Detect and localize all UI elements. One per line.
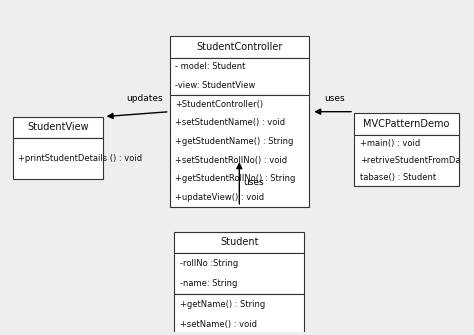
Text: uses: uses — [243, 178, 264, 187]
Bar — [170, 36, 309, 58]
Text: +getStudentRollNo() : String: +getStudentRollNo() : String — [175, 175, 296, 183]
Text: +printStudentDetails () : void: +printStudentDetails () : void — [18, 154, 143, 163]
Text: updates: updates — [126, 94, 163, 104]
Bar — [174, 253, 304, 294]
Bar — [13, 138, 103, 179]
Text: StudentView: StudentView — [27, 122, 89, 132]
Text: +setStudentName() : void: +setStudentName() : void — [175, 118, 285, 127]
Bar — [174, 231, 304, 253]
Text: tabase() : Student: tabase() : Student — [360, 173, 436, 182]
Bar — [174, 294, 304, 335]
Text: -view: StudentView: -view: StudentView — [175, 81, 255, 90]
Text: +getStudentName() : String: +getStudentName() : String — [175, 137, 293, 146]
Text: +main() : void: +main() : void — [360, 139, 420, 148]
Text: -rollNo :String: -rollNo :String — [180, 259, 238, 268]
Bar — [354, 113, 459, 135]
Text: +updateView() : void: +updateView() : void — [175, 193, 264, 202]
Text: Student: Student — [220, 237, 259, 247]
Text: uses: uses — [324, 94, 345, 104]
Bar — [170, 58, 309, 95]
Text: - model: Student: - model: Student — [175, 62, 246, 71]
Text: +setStudentRollNo() : void: +setStudentRollNo() : void — [175, 156, 287, 165]
Bar — [13, 117, 103, 138]
Text: +retriveStudentFromDa: +retriveStudentFromDa — [360, 156, 460, 164]
Text: -name: String: -name: String — [180, 279, 237, 288]
Text: MVCPatternDemo: MVCPatternDemo — [364, 119, 450, 129]
Text: StudentController: StudentController — [196, 42, 283, 52]
Text: +getName() : String: +getName() : String — [180, 299, 265, 309]
Bar — [354, 135, 459, 186]
Text: +setName() : void: +setName() : void — [180, 320, 257, 329]
Text: +StudentController(): +StudentController() — [175, 100, 264, 109]
Bar — [170, 95, 309, 207]
